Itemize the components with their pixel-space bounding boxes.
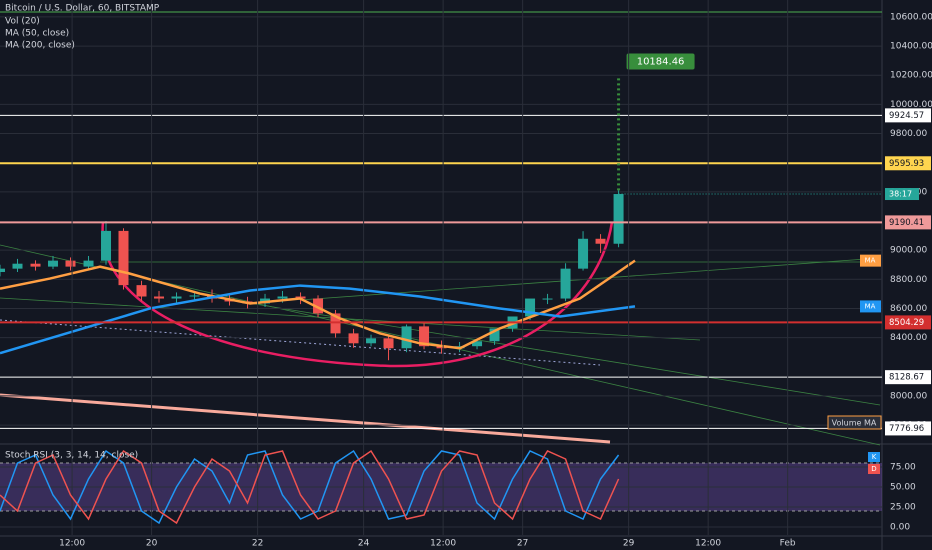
countdown-box: [885, 188, 919, 201]
y-tick-label: 8800.00: [890, 275, 927, 285]
level-label-box: [885, 421, 931, 436]
level-label: 9190.41: [889, 218, 924, 228]
x-tick-label: 12:00: [59, 539, 85, 549]
legend-swatch: [868, 452, 880, 462]
candle-body: [277, 296, 288, 299]
x-tick-label: Feb: [780, 539, 796, 549]
y-tick-label: 8400.00: [890, 333, 927, 343]
ma-tag: [860, 300, 881, 313]
level-label: 7776.96: [889, 424, 924, 434]
candle-body: [560, 268, 571, 299]
candle-body: [525, 298, 536, 317]
x-tick-label: 24: [358, 539, 370, 549]
y-tick-label: 25.00: [890, 503, 916, 513]
candle-body: [383, 338, 394, 349]
stoch-line: [0, 449, 620, 525]
target-label: 10184.46: [637, 56, 685, 67]
countdown: 38:17: [889, 190, 912, 199]
descending-trendline: [0, 393, 611, 444]
y-tick-label: 9800.00: [890, 129, 927, 139]
legend-indicator: MA (50, close): [5, 29, 69, 39]
level-label-box: [885, 215, 931, 230]
level-label: 8504.29: [889, 318, 924, 328]
candle-body: [65, 260, 76, 267]
level-label: 9924.57: [889, 111, 924, 121]
candle-body: [578, 238, 589, 269]
stoch-line: [0, 449, 620, 525]
y-tick-label: 50.00: [890, 483, 916, 493]
y-tick-label: 9000.00: [890, 246, 927, 256]
candle-body: [12, 263, 23, 269]
volume-ma-box: [827, 415, 882, 430]
candle-body: [595, 238, 606, 244]
ma-tag-label: MA: [865, 257, 876, 265]
legend-title: Stoch RSI (3, 3, 14, 14, close): [5, 451, 138, 461]
legend-indicator: MA (200, close): [5, 41, 75, 51]
candle-body: [189, 295, 200, 297]
candle-body: [419, 326, 430, 347]
cup-shape: [101, 221, 614, 368]
level-label: 8128.67: [889, 373, 924, 383]
y-tick-label: 0.00: [890, 523, 910, 533]
candle-body: [542, 298, 553, 300]
target-box: [626, 53, 695, 70]
candle-body: [101, 230, 112, 261]
candle-body: [401, 326, 412, 349]
candle-body: [436, 346, 447, 349]
candle-body: [30, 263, 41, 267]
candle-body: [154, 296, 165, 299]
candle-body: [313, 298, 324, 314]
y-tick-label: 8600.00: [890, 304, 927, 314]
legend-swatch: [868, 464, 880, 474]
y-tick-label: 10000.00: [890, 100, 932, 110]
candle-body: [136, 285, 147, 297]
legend-label: K: [872, 453, 877, 461]
candle-body: [613, 194, 624, 244]
x-tick-label: 12:00: [695, 539, 721, 549]
candle-body: [48, 260, 59, 267]
y-tick-label: 8000.00: [890, 391, 927, 401]
candle-body: [171, 296, 182, 299]
x-tick-label: 12:00: [430, 539, 456, 549]
candle-body: [348, 333, 359, 344]
y-tick-label: 75.00: [890, 463, 916, 473]
x-tick-label: 22: [252, 539, 263, 549]
y-tick-label: 10400.00: [890, 42, 932, 52]
level-label-box: [885, 315, 931, 330]
legend-indicator: Vol (20): [5, 17, 40, 27]
ma-tag-label: MA: [865, 302, 876, 310]
legend: Bitcoin / U.S. Dollar, 60, BITSTAMP Vol …: [5, 4, 160, 461]
level-label-box: [885, 108, 931, 123]
level-label: 9595.93: [889, 159, 924, 169]
moving-average: [0, 284, 636, 355]
moving-average: [0, 259, 636, 350]
y-tick-label: 10600.00: [890, 12, 932, 22]
candle-body: [472, 341, 483, 347]
x-tick-label: 29: [623, 539, 635, 549]
candle-body: [366, 338, 377, 344]
x-tick-label: 27: [517, 539, 528, 549]
candle-body: [83, 260, 94, 267]
ma-tag: [860, 254, 881, 267]
y-tick-label: 10200.00: [890, 71, 932, 81]
candle-body: [489, 328, 500, 342]
volume-ma-label: Volume MA: [832, 419, 877, 428]
legend-label: D: [871, 465, 876, 473]
level-label-box: [885, 370, 931, 385]
legend-title: Bitcoin / U.S. Dollar, 60, BITSTAMP: [5, 4, 160, 14]
candle-body: [0, 268, 5, 273]
level-label-box: [885, 156, 931, 171]
x-tick-label: 20: [146, 539, 158, 549]
dotted-trendline: [0, 319, 601, 366]
candle-body: [118, 230, 129, 286]
